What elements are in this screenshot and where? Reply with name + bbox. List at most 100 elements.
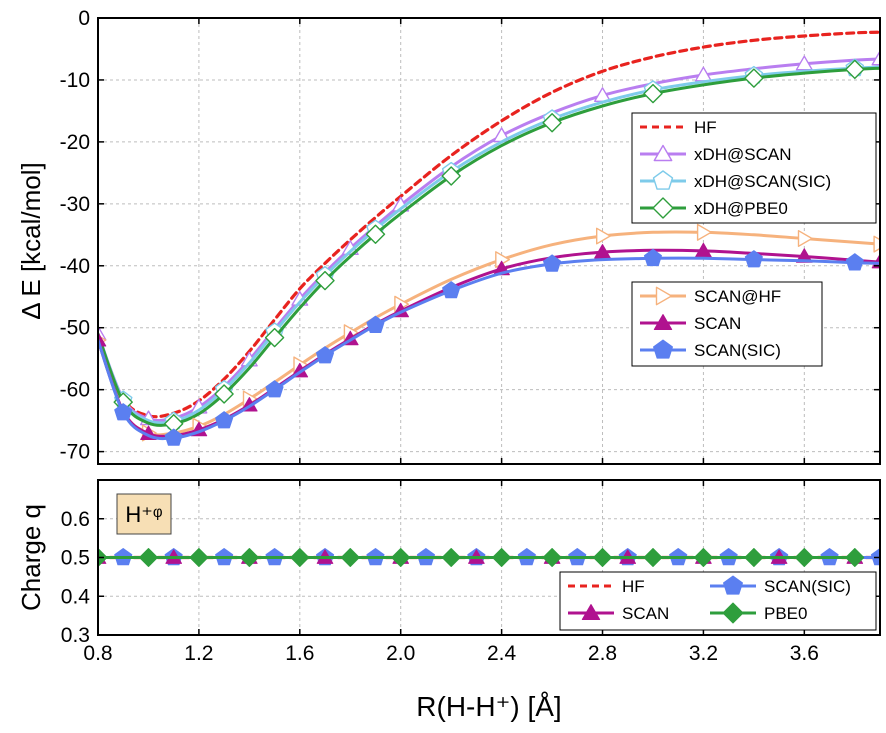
y-axis-label: Δ E [kcal/mol]: [16, 162, 46, 320]
ion-label-badge: H⁺ᵠ: [116, 493, 172, 535]
data-point-xdh-pbe0: [643, 83, 663, 104]
legend-marker-pbe0: [722, 602, 744, 624]
x-tick-label: 2.4: [487, 642, 517, 665]
charge-panel: 0.8 1.2 1.6 2.0 2.4 2.8 3.2 3.6 0.3 0.4 0.5 0.6 Char…: [16, 479, 881, 722]
y-tick-label: 0.3: [61, 624, 90, 647]
ion-label-text: H⁺ᵠ: [125, 502, 163, 527]
x-tick-label: 2.8: [588, 642, 617, 665]
legend-marker-xdh-scan: [653, 144, 673, 162]
data-point-xdh-pbe0: [365, 224, 386, 244]
legend-label-xdh-pbe0: xDH@PBE0: [694, 199, 788, 218]
y-tick-label: 0: [78, 7, 90, 30]
data-point-scan-sic: [366, 315, 385, 333]
data-point-pbe0: [643, 548, 663, 567]
y-tick-label: -30: [60, 193, 90, 216]
legend-marker-xdh-scan-sic: [652, 170, 674, 190]
data-point-pbe0: [239, 548, 259, 567]
x-tick-label: 0.8: [83, 642, 112, 665]
data-point-scan-sic: [744, 250, 763, 268]
data-point-pbe0: [693, 548, 713, 567]
legend-upper: HF xDH@SCAN xDH@SCAN(SIC) xDH@PBE0: [631, 112, 877, 224]
legend-label-scan: SCAN: [694, 314, 741, 333]
series-group: [98, 30, 880, 446]
data-point-xdh-scan: [795, 55, 813, 71]
legend-marker-xdh-pbe0: [652, 197, 674, 219]
data-point-xdh-pbe0: [441, 166, 461, 186]
data-point-scan-hf: [797, 229, 813, 248]
data-point-xdh-pbe0: [542, 112, 562, 133]
data-point-pbe0: [391, 548, 411, 567]
x-tick-label: 3.6: [790, 642, 819, 665]
x-axis-label: R(H-H⁺) [Å]: [416, 691, 561, 722]
legend-marker-scan: [653, 314, 673, 330]
data-point-scan-sic: [543, 254, 562, 272]
data-point-xdh-pbe0: [264, 327, 285, 348]
data-point-pbe0: [845, 548, 865, 567]
x-tick-label: 1.2: [184, 642, 213, 665]
data-point-scan-hf: [596, 227, 611, 245]
x-tick-label: 3.2: [689, 642, 718, 665]
energy-panel: 0 -10 -20 -30 -40 -50 -60 -70 Δ E [kcal/mol] HF xD…: [16, 7, 881, 465]
y-tick-label: -60: [60, 379, 90, 402]
data-point-pbe0: [744, 548, 764, 567]
series-group: [98, 548, 880, 567]
y-tick-label: -40: [60, 255, 90, 278]
data-point-xdh-pbe0: [214, 384, 234, 404]
y-tick-label: -50: [60, 317, 90, 340]
data-point-pbe0: [593, 548, 612, 567]
y-tick-label: -10: [60, 69, 90, 92]
data-point-scan-sic: [215, 411, 234, 429]
x-tick-label: 1.6: [285, 642, 314, 665]
legend-marker-scan-hf: [655, 286, 673, 306]
data-point-scan-sic: [442, 281, 461, 299]
data-point-scan-hf: [873, 235, 880, 253]
legend-label-scan-sic: SCAN(SIC): [694, 341, 781, 360]
legend-marker-scan-sic: [723, 575, 743, 595]
data-point-scan-sic: [114, 403, 133, 421]
legend-label-scan-hf: SCAN@HF: [694, 287, 781, 306]
data-point-pbe0: [139, 548, 158, 567]
y-tick-label: 0.5: [61, 547, 90, 570]
data-point-xdh-pbe0: [845, 59, 865, 80]
data-point-scan-sic: [265, 380, 284, 398]
legend-label-hf: HF: [694, 118, 717, 137]
y-tick-label: 0.4: [61, 585, 91, 608]
legend-marker-scan: [581, 604, 601, 620]
ion-label-box: [116, 493, 172, 535]
y-axis-label: Charge q: [16, 504, 46, 611]
y-tick-label: -70: [60, 441, 90, 464]
data-point-scan-sic: [845, 253, 864, 271]
y-tick-label: -20: [60, 131, 90, 154]
legend-frame: [559, 571, 877, 631]
legend-lower: SCAN@HF SCAN SCAN(SIC): [631, 281, 823, 367]
plot-frame: [97, 17, 881, 465]
data-point-xdh-scan: [871, 50, 880, 66]
data-point-scan: [594, 244, 611, 259]
data-point-scan-sic: [316, 346, 335, 364]
data-point-scan-sic: [643, 248, 662, 267]
legend-frame: [631, 112, 877, 224]
legend-label-pbe0: PBE0: [764, 604, 807, 623]
data-point-scan-hf: [696, 223, 712, 241]
data-point-pbe0: [340, 548, 360, 567]
legend-label-scan: SCAN: [622, 604, 669, 623]
data-point-pbe0: [441, 548, 461, 567]
data-point-xdh-pbe0: [744, 68, 764, 88]
data-point-pbe0: [794, 548, 814, 567]
x-tick-label: 2.0: [386, 642, 415, 665]
y-tick-label: 0.6: [61, 508, 90, 531]
data-point-scan-sic: [164, 428, 183, 446]
legend-label-xdh-scan-sic: xDH@SCAN(SIC): [694, 172, 831, 191]
data-point-pbe0: [542, 548, 562, 567]
data-point-pbe0: [189, 548, 209, 567]
data-point-scan-sic: [870, 548, 880, 566]
legend-charge: HF SCAN SCAN(SIC) PBE0: [559, 571, 877, 631]
legend-label-hf: HF: [622, 577, 645, 596]
data-point-pbe0: [290, 548, 310, 567]
data-point-pbe0: [492, 548, 512, 567]
series-line-hf: [98, 30, 880, 419]
legend-marker-scan-sic: [653, 339, 673, 359]
data-point-xdh-pbe0: [315, 270, 335, 291]
legend-label-xdh-scan: xDH@SCAN: [694, 145, 792, 164]
